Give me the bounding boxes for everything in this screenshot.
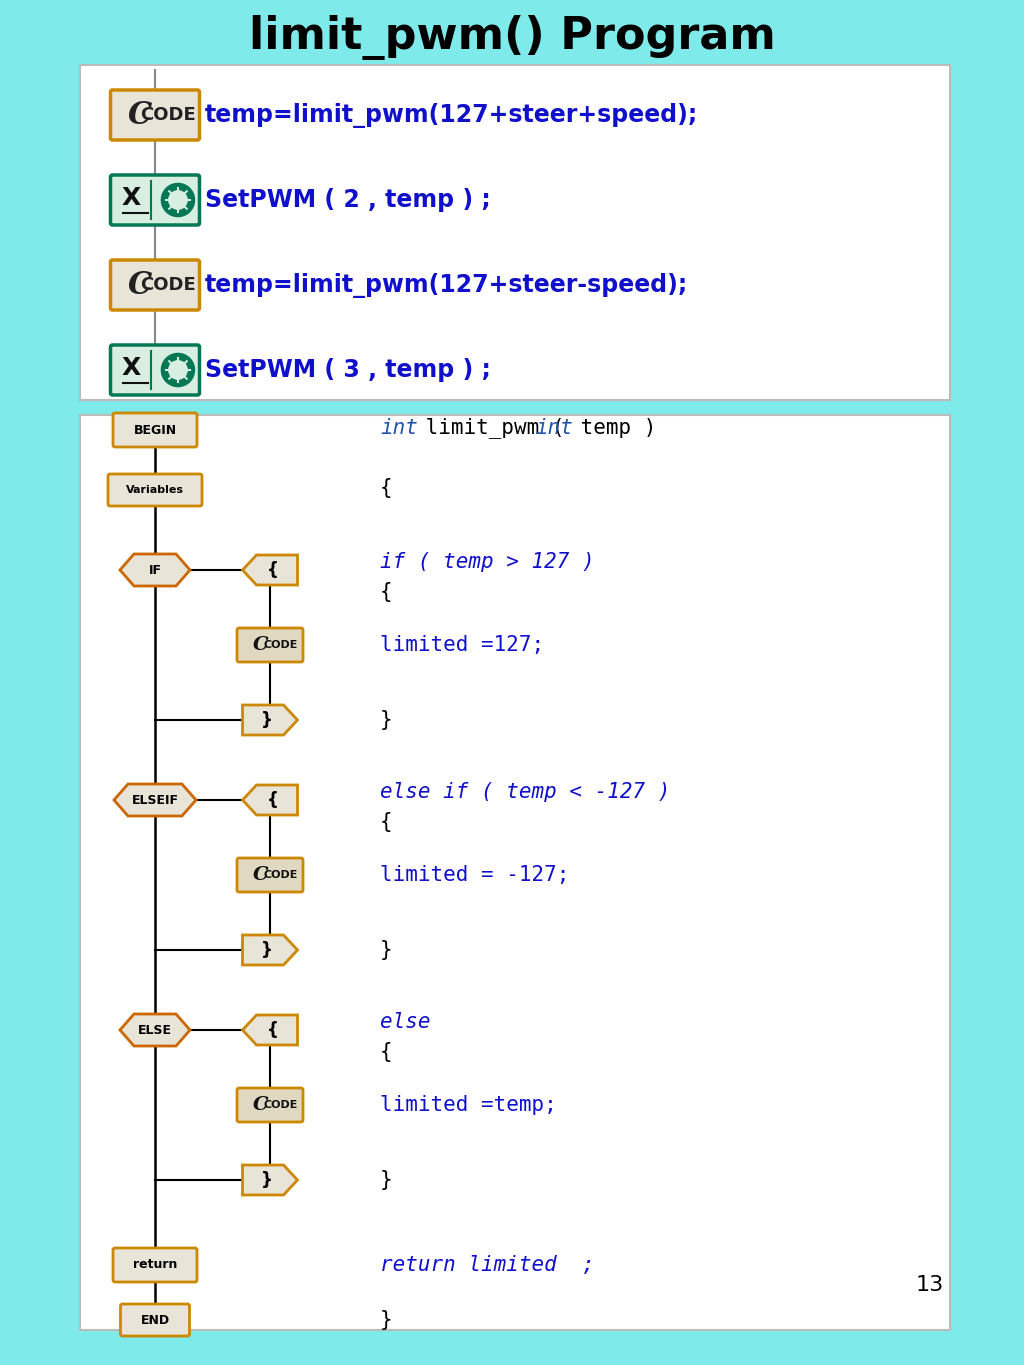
Text: }: } [380,710,392,730]
Circle shape [169,191,187,209]
Text: IF: IF [148,564,162,576]
Text: CODE: CODE [140,276,196,293]
FancyBboxPatch shape [108,474,202,506]
Polygon shape [114,784,196,816]
Text: else if ( temp < -127 ): else if ( temp < -127 ) [380,782,671,803]
Text: int: int [535,418,572,438]
Text: C: C [253,1096,268,1114]
Text: {: { [267,561,279,579]
Text: if ( temp > 127 ): if ( temp > 127 ) [380,551,595,572]
Circle shape [162,183,195,217]
Text: ELSE: ELSE [138,1024,172,1036]
Text: {: { [380,812,392,833]
FancyBboxPatch shape [111,175,200,225]
FancyBboxPatch shape [111,90,200,141]
FancyBboxPatch shape [111,345,200,394]
Text: SetPWM ( 2 , temp ) ;: SetPWM ( 2 , temp ) ; [205,188,490,212]
Text: C: C [253,636,268,654]
FancyBboxPatch shape [237,1088,303,1122]
Bar [80,415,950,1330]
FancyBboxPatch shape [121,1304,189,1336]
Text: CODE: CODE [264,640,298,650]
Text: limited = -127;: limited = -127; [380,865,569,885]
Text: C: C [128,269,152,300]
Polygon shape [243,556,298,586]
Polygon shape [243,704,298,734]
Text: ELSEIF: ELSEIF [131,793,178,807]
Text: {: { [380,581,392,602]
Text: }: } [380,1170,392,1190]
Text: }: } [261,940,273,960]
FancyBboxPatch shape [237,859,303,891]
Text: {: { [380,478,392,498]
Text: CODE: CODE [264,1100,298,1110]
Polygon shape [243,1016,298,1046]
Text: C: C [128,100,152,131]
Text: temp=limit_pwm(127+steer-speed);: temp=limit_pwm(127+steer-speed); [205,273,688,298]
Polygon shape [243,1164,298,1194]
Circle shape [162,354,195,386]
Text: limited =127;: limited =127; [380,635,544,655]
Text: }: } [261,711,273,729]
Text: C: C [253,865,268,885]
Text: temp ): temp ) [568,418,656,438]
Text: return limited  ;: return limited ; [380,1254,595,1275]
Text: 13: 13 [915,1275,944,1295]
FancyBboxPatch shape [113,1248,197,1282]
Polygon shape [243,785,298,815]
Text: }: } [380,940,392,960]
Text: limited =temp;: limited =temp; [380,1095,557,1115]
Text: {: { [380,1041,392,1062]
Text: CODE: CODE [264,870,298,880]
Text: CODE: CODE [140,106,196,124]
Text: END: END [140,1313,170,1327]
Text: }: } [380,1310,392,1330]
Bar [80,66,950,400]
Text: else: else [380,1011,430,1032]
Polygon shape [120,1014,190,1046]
Circle shape [169,360,187,379]
FancyBboxPatch shape [237,628,303,662]
Text: {: { [267,790,279,809]
FancyBboxPatch shape [113,414,197,446]
Text: return: return [133,1259,177,1272]
Text: }: } [261,1171,273,1189]
Text: {: { [267,1021,279,1039]
Text: int: int [380,418,418,438]
Text: Variables: Variables [126,485,184,495]
Text: temp=limit_pwm(127+steer+speed);: temp=limit_pwm(127+steer+speed); [205,102,698,127]
Text: limit_pwm() Program: limit_pwm() Program [249,15,775,60]
FancyBboxPatch shape [111,259,200,310]
Text: X: X [122,186,141,210]
Text: limit_pwm (: limit_pwm ( [413,418,578,438]
Polygon shape [120,554,190,586]
Polygon shape [243,935,298,965]
Text: BEGIN: BEGIN [133,423,176,437]
Text: X: X [122,356,141,379]
Text: SetPWM ( 3 , temp ) ;: SetPWM ( 3 , temp ) ; [205,358,490,382]
